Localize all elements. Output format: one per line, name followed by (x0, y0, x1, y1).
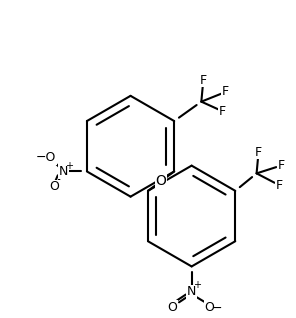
Text: +: + (65, 161, 73, 171)
Text: F: F (255, 146, 262, 159)
Text: F: F (200, 74, 207, 87)
Text: −: − (212, 302, 222, 315)
Text: F: F (277, 159, 284, 172)
Text: N: N (187, 285, 196, 298)
Text: +: + (194, 280, 202, 290)
Text: F: F (219, 105, 226, 118)
Text: O: O (49, 180, 59, 193)
Text: F: F (275, 178, 282, 191)
Text: −O: −O (36, 151, 56, 164)
Text: N: N (59, 165, 68, 178)
Text: O: O (167, 301, 177, 314)
Text: O: O (156, 174, 167, 188)
Text: O: O (204, 301, 214, 314)
Text: F: F (222, 86, 229, 99)
